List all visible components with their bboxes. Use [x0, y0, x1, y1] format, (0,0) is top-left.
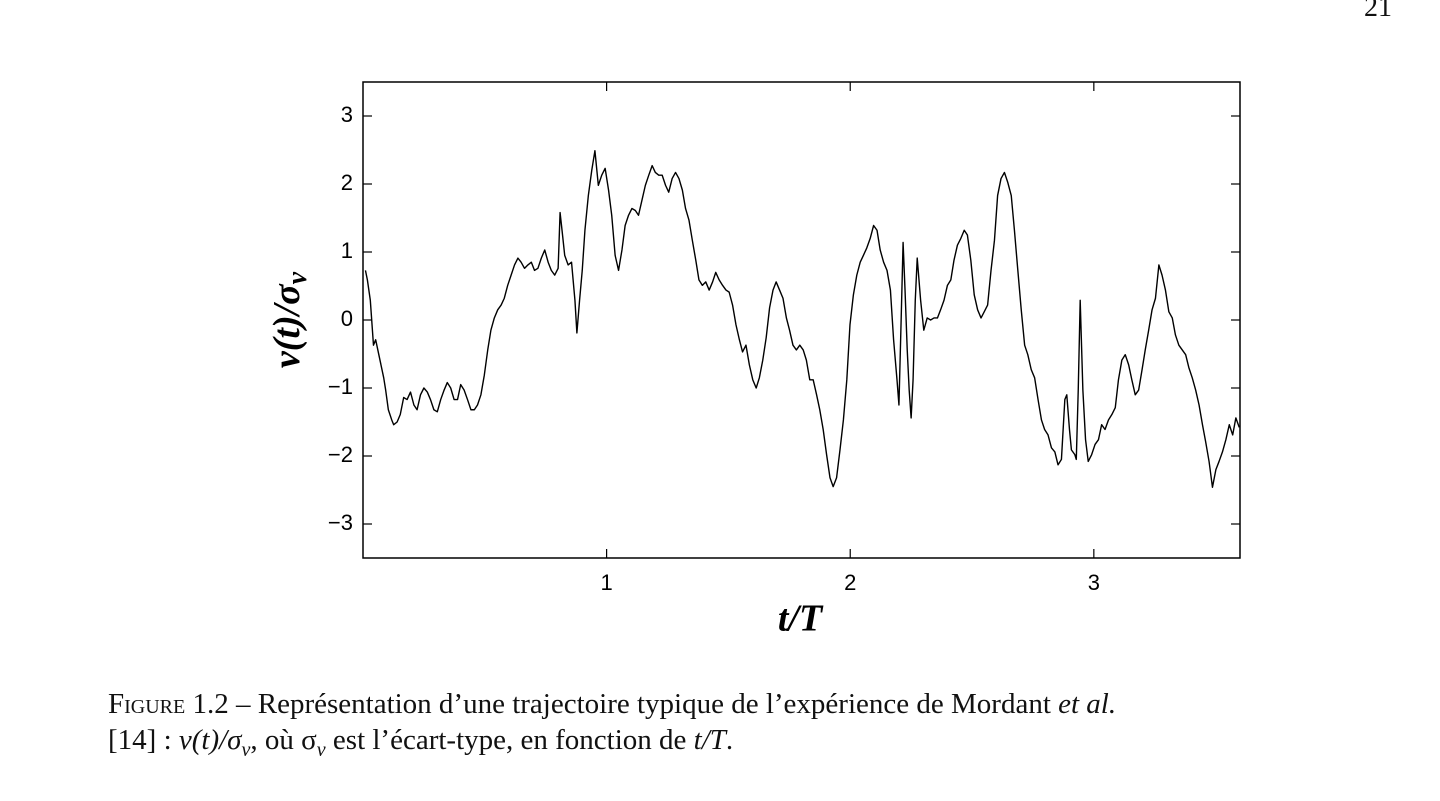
y-axis-label: v(t)/σv: [266, 271, 314, 368]
caption-math: v(t)/σ: [178, 724, 242, 756]
x-axis-label: t/T: [778, 598, 824, 640]
caption-text: , où σ: [250, 724, 317, 756]
caption-text: et al.: [1058, 688, 1117, 720]
trajectory-line: [364, 149, 1240, 488]
caption-subscript: v: [241, 738, 251, 761]
caption-text: – Représentation d’une trajectoire typiq…: [228, 688, 1059, 720]
y-tick-label: 0: [341, 306, 353, 331]
x-tick-label: 1: [600, 570, 612, 595]
caption-text: [14] :: [108, 724, 179, 756]
caption-text: .: [725, 724, 734, 756]
y-tick-label: −1: [328, 374, 353, 399]
y-tick-label: −3: [328, 510, 353, 535]
y-axis-label-subscript: v: [282, 271, 313, 284]
x-tick-label: 3: [1088, 570, 1100, 595]
caption-subscript: v: [316, 738, 326, 761]
y-tick-label: 2: [341, 170, 353, 195]
caption-text: est l’écart-type, en fonction de: [325, 724, 694, 756]
plot-frame: [362, 81, 1241, 559]
page-number: 21: [1364, 0, 1392, 23]
x-tick-label: 2: [844, 570, 856, 595]
y-axis-label-main: v(t)/σ: [266, 283, 308, 368]
y-tick-label: 3: [341, 102, 353, 127]
chart: t/T v(t)/σv −3 −2 −1 0 1 2 3 1 2 3: [266, 81, 1241, 640]
caption-label: Figure 1.2: [108, 688, 229, 720]
y-tick-label: 1: [341, 238, 353, 263]
caption-math: t/T: [693, 724, 726, 756]
y-tick-label: −2: [328, 442, 353, 467]
figure-caption: Figure 1.2 – Représentation d’une trajec…: [108, 686, 1408, 761]
